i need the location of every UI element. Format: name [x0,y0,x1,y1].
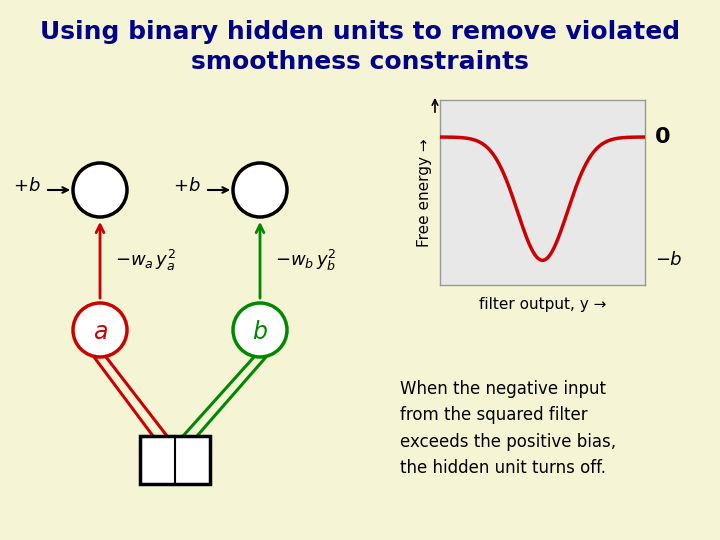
Text: $\mathbf{\mathit{b}}$: $\mathbf{\mathit{b}}$ [252,320,268,344]
Text: smoothness constraints: smoothness constraints [191,50,529,74]
Text: $+b$: $+b$ [14,177,41,195]
Text: $+b$: $+b$ [174,177,201,195]
Circle shape [233,303,287,357]
Text: $-w_b\,y_b^2$: $-w_b\,y_b^2$ [275,247,336,273]
Text: When the negative input
from the squared filter
exceeds the positive bias,
the h: When the negative input from the squared… [400,380,616,477]
Bar [140,436,210,484]
Circle shape [73,303,127,357]
Text: Free energy →: Free energy → [418,138,433,247]
Text: filter output, y →: filter output, y → [479,298,606,313]
Text: Using binary hidden units to remove violated: Using binary hidden units to remove viol… [40,20,680,44]
Text: $-w_a\,y_a^2$: $-w_a\,y_a^2$ [115,247,176,273]
Text: −b: −b [655,251,682,269]
Text: 0: 0 [655,127,670,147]
Circle shape [233,163,287,217]
Text: $\mathbf{\mathit{a}}$: $\mathbf{\mathit{a}}$ [93,320,107,344]
Circle shape [73,163,127,217]
